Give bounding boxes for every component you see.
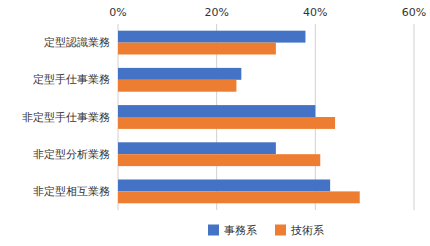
grid-line (414, 24, 415, 210)
bar (118, 117, 335, 129)
legend-swatch (208, 225, 219, 236)
bar (118, 68, 241, 80)
legend-label: 技術系 (290, 224, 324, 237)
bar (118, 142, 276, 154)
x-tick-label: 20% (204, 6, 228, 19)
x-axis: 0% 20% 40% 60% (109, 6, 426, 19)
bars (118, 31, 360, 204)
x-tick-label: 60% (402, 6, 426, 19)
bar (118, 154, 320, 166)
legend: 事務系 技術系 (208, 224, 324, 237)
x-tick-label: 40% (303, 6, 327, 19)
y-tick-label: 定型認識業務 (44, 36, 110, 49)
y-axis: 非定型相互業務非定型分析業務 非定型手仕事業務 定型手仕事業務 定型認識業務 (22, 36, 110, 198)
y-tick-label: 非定型分析業務 (33, 148, 110, 161)
grid (118, 24, 414, 210)
y-tick-label: 定型手仕事業務 (33, 73, 110, 86)
legend-label: 事務系 (224, 224, 257, 237)
bar (118, 179, 330, 191)
chart-container: 0% 20% 40% 60% 非定型相互業務非定型分析業務 非定型手仕事業務 定型手仕事業務… (0, 0, 430, 246)
bar (118, 43, 276, 55)
chart-svg: 0% 20% 40% 60% 非定型相互業務非定型分析業務 非定型手仕事業務 定型手仕事業務… (0, 0, 430, 246)
bar (118, 31, 305, 43)
legend-swatch (275, 225, 286, 236)
bar (118, 105, 315, 117)
y-tick-label: 非定型手仕事業務 (22, 111, 110, 124)
bar (118, 191, 360, 203)
y-tick-label: 非定型相互業務 (33, 185, 110, 198)
bar (118, 80, 236, 92)
x-tick-label: 0% (109, 6, 126, 19)
